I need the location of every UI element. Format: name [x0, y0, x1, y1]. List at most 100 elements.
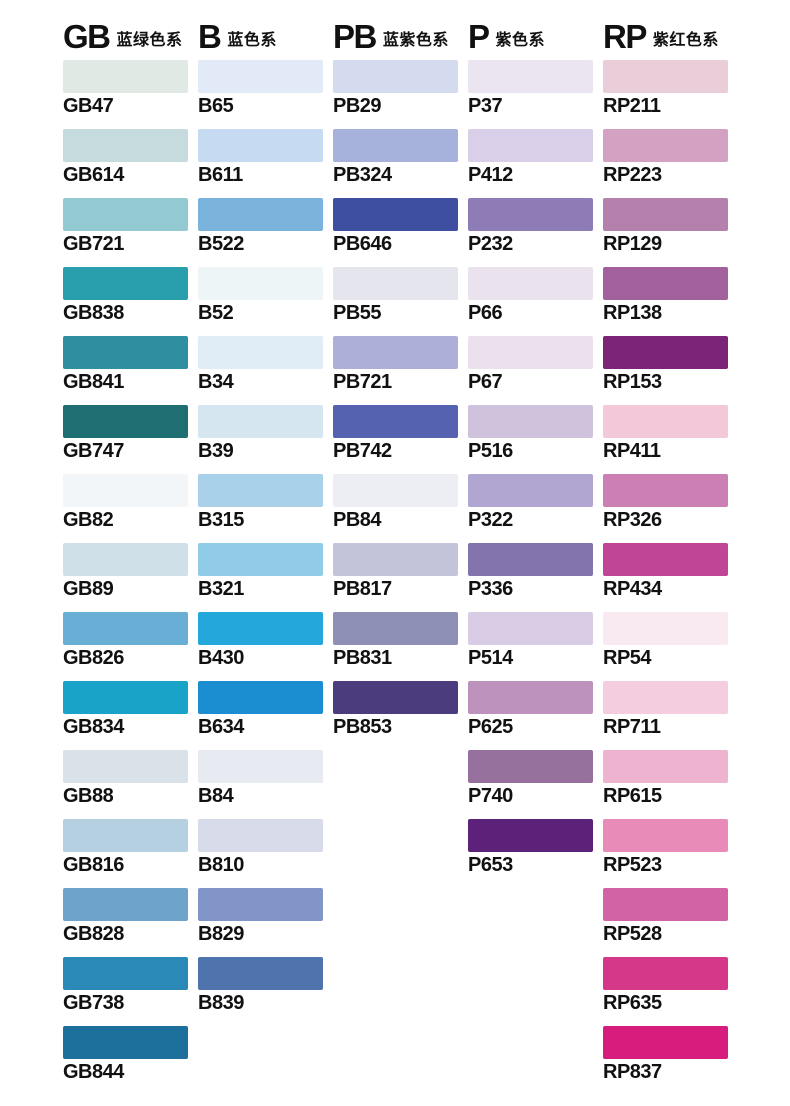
color-swatch-p37 — [468, 60, 593, 93]
color-swatch-p625 — [468, 681, 593, 714]
swatch-label: RP434 — [603, 578, 662, 600]
swatch-label: P653 — [468, 854, 513, 876]
color-swatch-pb831 — [333, 612, 458, 645]
color-swatch-p740 — [468, 750, 593, 783]
color-swatch-p516 — [468, 405, 593, 438]
color-swatch-b839 — [198, 957, 323, 990]
color-column-pb: PB 蓝紫色系 PB29 PB324 PB646 PB55 PB721 PB742 PB84 PB… — [333, 12, 458, 1095]
swatch-label: B829 — [198, 923, 244, 945]
color-swatch-rp129 — [603, 198, 728, 231]
swatch-label: PB84 — [333, 509, 382, 531]
swatch-label: B611 — [198, 164, 243, 186]
color-column-p: P 紫色系 P37 P412 P232 P66 P67 P516 P322 P336 P514 P62… — [468, 12, 593, 1095]
swatch-label: P232 — [468, 233, 513, 255]
swatch-item: B522 — [198, 198, 323, 267]
swatch-label: GB841 — [63, 371, 124, 393]
color-swatch-rp411 — [603, 405, 728, 438]
color-swatch-p67 — [468, 336, 593, 369]
color-swatch-pb29 — [333, 60, 458, 93]
swatch-label: B34 — [198, 371, 234, 393]
color-swatch-gb47 — [63, 60, 188, 93]
swatch-label: PB29 — [333, 95, 382, 117]
swatch-item: GB82 — [63, 474, 188, 543]
swatch-item: GB834 — [63, 681, 188, 750]
swatch-label: RP54 — [603, 647, 652, 669]
swatch-item: GB721 — [63, 198, 188, 267]
color-swatch-gb834 — [63, 681, 188, 714]
color-swatch-pb646 — [333, 198, 458, 231]
swatch-label: PB853 — [333, 716, 392, 738]
swatch-item: RP153 — [603, 336, 728, 405]
swatch-label: GB89 — [63, 578, 114, 600]
color-swatch-gb747 — [63, 405, 188, 438]
color-swatch-pb853 — [333, 681, 458, 714]
column-code: B — [198, 17, 222, 55]
swatch-label: B810 — [198, 854, 244, 876]
swatch-item: P67 — [468, 336, 593, 405]
column-header: RP 紫红色系 — [603, 12, 728, 60]
color-swatch-b321 — [198, 543, 323, 576]
swatch-label: PB831 — [333, 647, 392, 669]
swatch-item: GB828 — [63, 888, 188, 957]
color-swatch-b39 — [198, 405, 323, 438]
swatch-item: PB817 — [333, 543, 458, 612]
swatch-item: B810 — [198, 819, 323, 888]
color-swatch-gb826 — [63, 612, 188, 645]
swatch-item: RP129 — [603, 198, 728, 267]
swatch-label: B52 — [198, 302, 234, 324]
swatch-label: GB738 — [63, 992, 124, 1014]
swatch-item: RP615 — [603, 750, 728, 819]
column-series-name-cn: 蓝紫色系 — [382, 32, 449, 49]
swatch-item: PB646 — [333, 198, 458, 267]
swatch-item: RP54 — [603, 612, 728, 681]
swatch-label: GB614 — [63, 164, 124, 186]
swatch-label: RP615 — [603, 785, 662, 807]
color-swatch-rp153 — [603, 336, 728, 369]
swatch-label: GB826 — [63, 647, 124, 669]
color-swatch-p336 — [468, 543, 593, 576]
swatch-item: P653 — [468, 819, 593, 888]
column-header: P 紫色系 — [468, 12, 593, 60]
swatch-item: P625 — [468, 681, 593, 750]
color-swatch-gb89 — [63, 543, 188, 576]
swatch-label: RP211 — [603, 95, 661, 117]
swatch-list: P37 P412 P232 P66 P67 P516 P322 P336 P514 P625 P74… — [468, 60, 593, 888]
swatch-label: RP411 — [603, 440, 661, 462]
swatch-label: RP129 — [603, 233, 662, 255]
color-swatch-gb721 — [63, 198, 188, 231]
swatch-list: RP211 RP223 RP129 RP138 RP153 RP411 RP326 RP434… — [603, 60, 728, 1095]
color-swatch-rp615 — [603, 750, 728, 783]
swatch-item: P66 — [468, 267, 593, 336]
column-header: B 蓝色系 — [198, 12, 323, 60]
swatch-label: RP635 — [603, 992, 662, 1014]
swatch-item: B52 — [198, 267, 323, 336]
swatch-item: RP635 — [603, 957, 728, 1026]
swatch-label: GB721 — [63, 233, 124, 255]
swatch-label: P66 — [468, 302, 503, 324]
swatch-label: RP523 — [603, 854, 662, 876]
swatch-label: P37 — [468, 95, 503, 117]
color-swatch-gb738 — [63, 957, 188, 990]
color-swatch-pb55 — [333, 267, 458, 300]
color-swatch-b430 — [198, 612, 323, 645]
color-swatch-rp223 — [603, 129, 728, 162]
color-swatch-gb844 — [63, 1026, 188, 1059]
swatch-item: GB89 — [63, 543, 188, 612]
column-code: RP — [603, 17, 647, 55]
swatch-item: GB88 — [63, 750, 188, 819]
swatch-item: PB831 — [333, 612, 458, 681]
color-swatch-b52 — [198, 267, 323, 300]
swatch-item: RP411 — [603, 405, 728, 474]
color-swatch-gb82 — [63, 474, 188, 507]
swatch-item: RP528 — [603, 888, 728, 957]
swatch-label: GB82 — [63, 509, 114, 531]
swatch-label: GB828 — [63, 923, 124, 945]
swatch-label: RP837 — [603, 1061, 662, 1083]
swatch-item: B829 — [198, 888, 323, 957]
color-swatch-p322 — [468, 474, 593, 507]
swatch-label: PB742 — [333, 440, 392, 462]
color-swatch-gb88 — [63, 750, 188, 783]
swatch-item: P37 — [468, 60, 593, 129]
swatch-label: P740 — [468, 785, 513, 807]
color-swatch-gb614 — [63, 129, 188, 162]
